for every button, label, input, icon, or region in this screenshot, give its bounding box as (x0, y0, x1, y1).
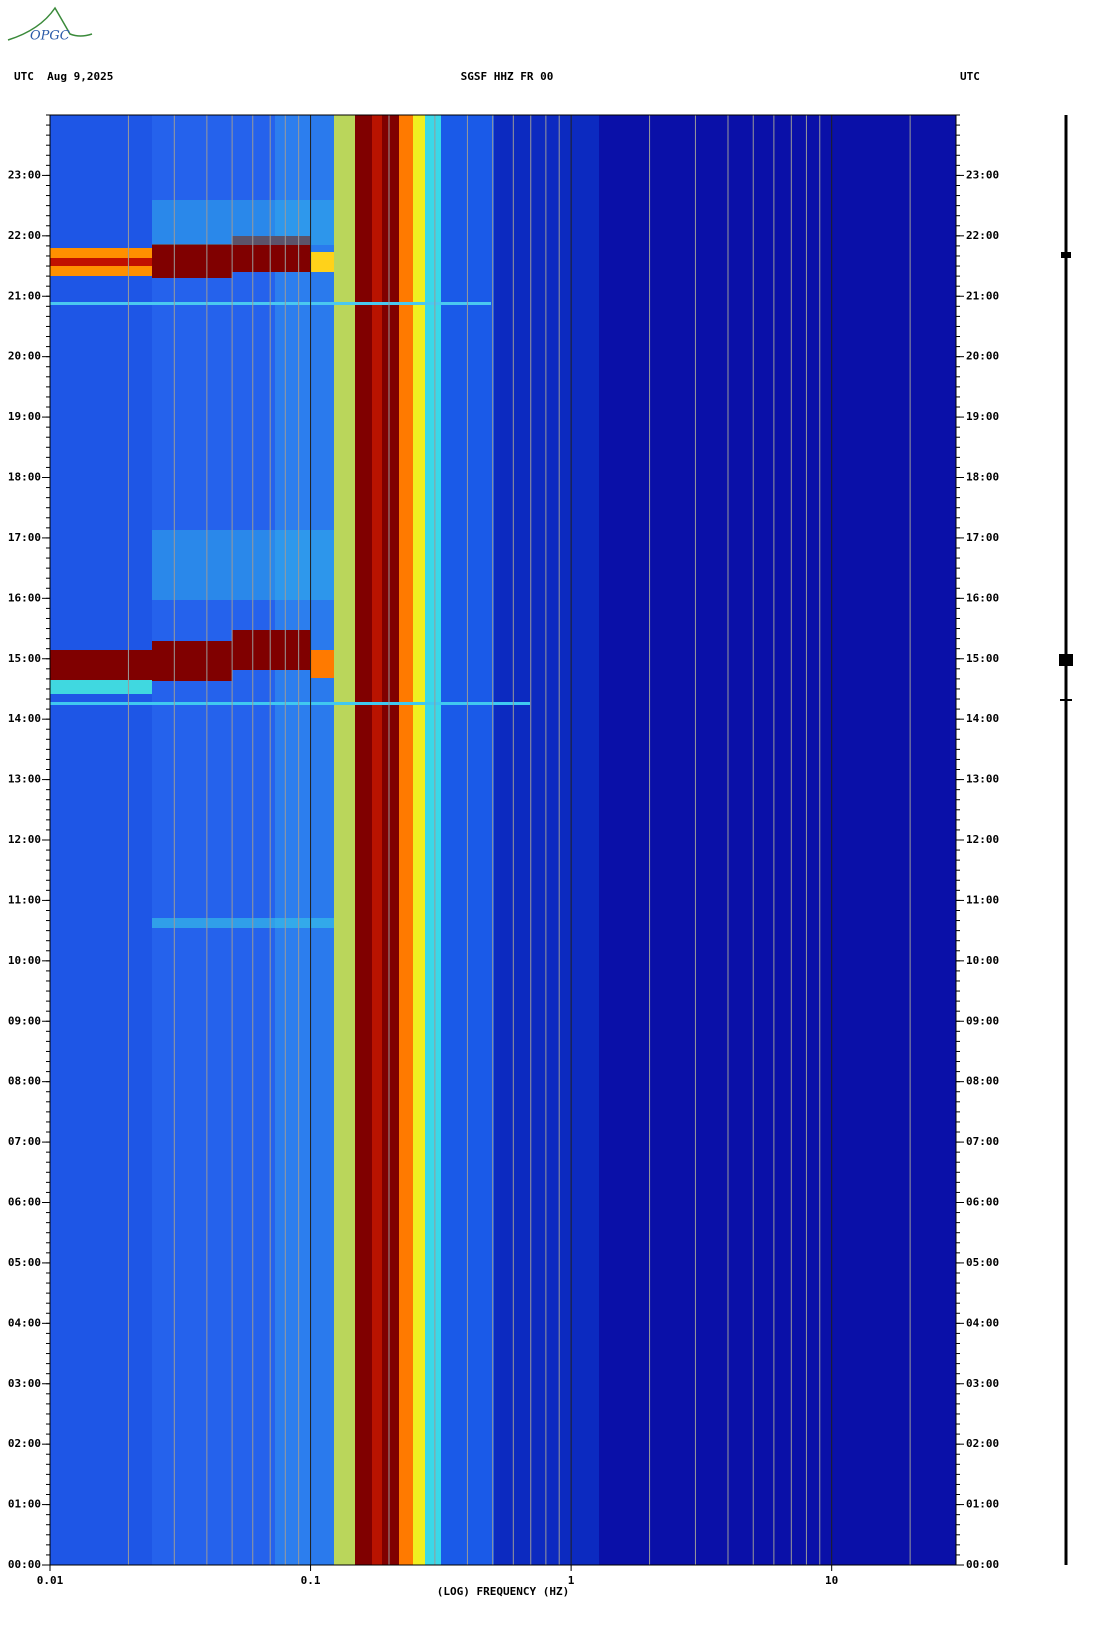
logo-curve (7, 6, 93, 41)
y-tick-label: 15:00 (8, 652, 41, 665)
y-tick-label: 06:00 (8, 1196, 41, 1209)
logo: OPGC (30, 29, 70, 44)
y-tick-label-right: 06:00 (966, 1196, 999, 1209)
header-title: SGSF HHZ FR 00 (461, 70, 554, 83)
y-tick-label-right: 12:00 (966, 833, 999, 846)
y-tick-label: 05:00 (8, 1256, 41, 1269)
x-tick-label: 10 (825, 1574, 838, 1587)
y-tick-label: 02:00 (8, 1437, 41, 1450)
header-right: UTC (960, 70, 980, 83)
y-tick-label-right: 09:00 (966, 1014, 999, 1027)
y-tick-label-right: 11:00 (966, 893, 999, 906)
y-tick-label-right: 21:00 (966, 289, 999, 302)
y-tick-label-right: 23:00 (966, 168, 999, 181)
y-tick-label: 23:00 (8, 168, 41, 181)
y-tick-label: 09:00 (8, 1014, 41, 1027)
y-tick-label-right: 04:00 (966, 1316, 999, 1329)
y-tick-label: 12:00 (8, 833, 41, 846)
y-tick-label-right: 20:00 (966, 350, 999, 363)
axes: 0.01 0.1 1 10 (LOG) FREQUENCY (HZ) 00:00 00:00… (8, 114, 999, 1598)
y-tick-label-right: 02:00 (966, 1437, 999, 1450)
y-tick-label: 13:00 (8, 773, 41, 786)
y-tick-label-right: 05:00 (966, 1256, 999, 1269)
y-tick-label-right: 03:00 (966, 1377, 999, 1390)
y-tick-label: 21:00 (8, 289, 41, 302)
y-tick-label-right: 10:00 (966, 954, 999, 967)
x-axis-label: (LOG) FREQUENCY (HZ) (437, 1585, 569, 1598)
y-tick-label-right: 15:00 (966, 652, 999, 665)
y-tick-label-right: 14:00 (966, 712, 999, 725)
header-left: UTC Aug 9,2025 (14, 70, 113, 83)
y-tick-label: 04:00 (8, 1316, 41, 1329)
y-tick-label: 18:00 (8, 471, 41, 484)
y-tick-label-right: 18:00 (966, 471, 999, 484)
y-tick-label: 20:00 (8, 350, 41, 363)
y-tick-label: 03:00 (8, 1377, 41, 1390)
x-tick-label: 1 (568, 1574, 575, 1587)
y-tick-label: 01:00 (8, 1498, 41, 1511)
y-tick-label-right: 00:00 (966, 1558, 999, 1571)
y-tick-label: 00:00 (8, 1558, 41, 1571)
y-tick-label: 14:00 (8, 712, 41, 725)
y-tick-label: 08:00 (8, 1075, 41, 1088)
y-tick-label: 16:00 (8, 591, 41, 604)
spectrogram (50, 115, 956, 1565)
frequency-grid (49, 115, 911, 1565)
x-tick-label: 0.1 (301, 1574, 321, 1587)
y-tick-label-right: 19:00 (966, 410, 999, 423)
y-tick-label-right: 08:00 (966, 1075, 999, 1088)
y-tick-label: 10:00 (8, 954, 41, 967)
y-tick-label-right: 07:00 (966, 1135, 999, 1148)
y-tick-label: 22:00 (8, 229, 41, 242)
x-tick-label: 0.01 (37, 1574, 64, 1587)
y-tick-label-right: 13:00 (966, 773, 999, 786)
y-tick-label-right: 16:00 (966, 591, 999, 604)
y-tick-label: 17:00 (8, 531, 41, 544)
y-tick-label: 07:00 (8, 1135, 41, 1148)
y-tick-label-right: 17:00 (966, 531, 999, 544)
y-tick-label-right: 22:00 (966, 229, 999, 242)
y-tick-label: 19:00 (8, 410, 41, 423)
y-tick-label: 11:00 (8, 893, 41, 906)
y-tick-label-right: 01:00 (966, 1498, 999, 1511)
